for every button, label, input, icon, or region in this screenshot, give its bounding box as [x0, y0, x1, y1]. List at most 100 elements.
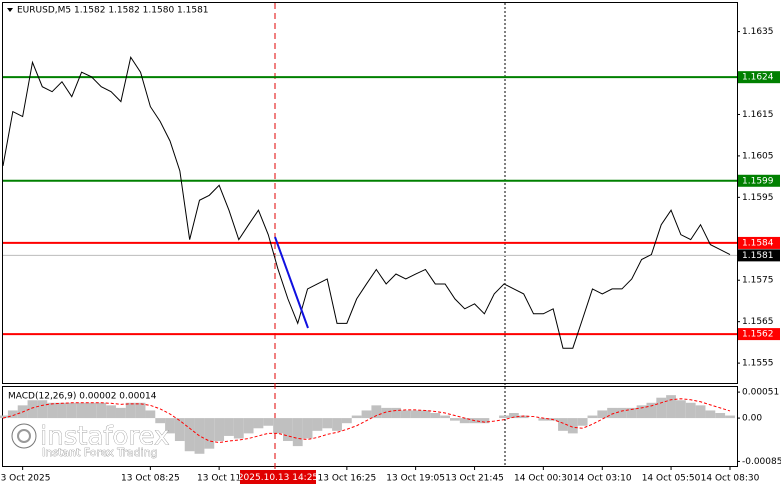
x-tick-label: 13 Oct 21:45 [445, 474, 504, 484]
level-label: 1.1624 [742, 73, 774, 83]
level-label: 1.1584 [742, 238, 774, 248]
x-tick-label: 14 Oct 05:50 [642, 474, 701, 484]
y-tick-label: 0.00 [742, 414, 762, 424]
histogram-bar [302, 418, 313, 439]
histogram-bar [675, 400, 686, 419]
histogram-bar [155, 418, 166, 424]
level-box [738, 328, 780, 341]
current-price-box [738, 249, 780, 262]
histogram-bar [685, 402, 696, 419]
histogram-bar [587, 415, 598, 419]
histogram-bar [420, 410, 431, 419]
histogram-bar [597, 410, 608, 419]
y-tick-label: 1.1565 [742, 317, 774, 327]
histogram-bar [400, 410, 411, 419]
histogram-bar [617, 407, 627, 419]
histogram-bar [47, 402, 58, 419]
macd-title: MACD(12,26,9) 0.00002 0.00014 [8, 392, 157, 402]
main-pane [2, 2, 738, 384]
histogram-bar [636, 405, 647, 419]
histogram-bar [86, 402, 97, 419]
histogram-bar [666, 395, 676, 419]
menu-arrow [7, 8, 13, 12]
logo-tagline: Instant Forex Trading [42, 446, 158, 459]
crosshair-label: 2025.10.13 14:25 [238, 473, 318, 483]
histogram-bar [508, 412, 519, 419]
y-tick-label: 1.1575 [742, 276, 774, 286]
trend-line [274, 236, 309, 329]
histogram-bar [145, 410, 156, 419]
x-tick-label: 14 Oct 00:30 [514, 474, 573, 484]
histogram-bar [194, 418, 205, 454]
histogram-bar [499, 415, 509, 419]
histogram-bar [715, 412, 726, 419]
histogram-bar [233, 418, 244, 439]
logo-icon-ring [17, 429, 31, 443]
level-box [738, 174, 780, 187]
x-tick-label: 13 Oct 08:25 [121, 474, 180, 484]
histogram-bar [204, 418, 215, 449]
logo: instaforex Instant Forex Trading [11, 421, 170, 459]
histogram-bar [253, 418, 264, 429]
x-tick-label: 13 Oct 2025 [0, 474, 50, 484]
histogram-bar [106, 405, 116, 419]
level-box [738, 71, 780, 84]
level-box [738, 236, 780, 249]
histogram-bar [440, 415, 451, 419]
histogram-bar [0, 415, 8, 419]
histogram-bar [76, 402, 87, 419]
histogram-bar [567, 418, 578, 434]
histogram-bar [341, 418, 352, 424]
histogram-bar [410, 410, 421, 419]
histogram-bar [125, 402, 136, 419]
y-tick-label: 1.1555 [742, 359, 774, 369]
histogram-bar [243, 418, 254, 434]
histogram-bar [351, 415, 362, 419]
x-tick-label: 13 Oct 19:05 [386, 474, 445, 484]
marks: 1.1635 1.1615 1.1605 1.1595 1.1575 1.1565 1.15… [0, 27, 781, 484]
histogram-bar [263, 418, 274, 426]
histogram-bar [725, 415, 735, 419]
histogram-bar [135, 402, 146, 419]
level-label: 1.1599 [742, 176, 774, 186]
y-tick-label: 1.1615 [742, 110, 774, 120]
histogram-bar [115, 407, 126, 419]
y-tick-label: 1.1635 [742, 27, 774, 37]
y-tick-label: 1.1605 [742, 151, 774, 161]
histogram-bar [37, 400, 48, 419]
histogram-bar [96, 402, 107, 419]
x-tick-label: 14 Oct 03:10 [573, 474, 632, 484]
histogram-bar [273, 418, 283, 434]
current-price-label: 1.1581 [742, 251, 774, 261]
y-tick-label: 0.00051 [742, 388, 779, 398]
histogram-bar [165, 418, 175, 434]
y-tick-label: -0.00085 [742, 457, 781, 467]
histogram-bar [27, 400, 38, 419]
histogram-bar [626, 407, 637, 419]
histogram-bar [312, 418, 323, 431]
histogram-bar [558, 418, 568, 431]
histogram-bar [577, 418, 588, 426]
histogram-bar [224, 418, 234, 436]
histogram-bar [656, 397, 667, 419]
histogram-bar [705, 410, 716, 419]
macd-pane [2, 386, 738, 467]
histogram-bar [184, 418, 195, 452]
crosshair-box [240, 470, 316, 484]
histogram-bar [381, 407, 392, 419]
x-tick-label: 13 Oct 16:25 [318, 474, 377, 484]
x-tick-label: 14 Oct 08:30 [701, 474, 760, 484]
histogram-bar [459, 418, 470, 424]
histogram-bar [518, 415, 529, 419]
price-line [2, 56, 731, 349]
logo-icon [11, 423, 37, 449]
signal-line [2, 398, 731, 444]
histogram-bar [7, 410, 18, 419]
x-tick-label: 13 Oct 11 [197, 474, 241, 484]
logo-name: instaforex [40, 422, 169, 452]
histogram-bar [538, 418, 549, 421]
histogram-bar [371, 405, 382, 419]
histogram-bar [361, 410, 372, 419]
histogram-bar [607, 407, 618, 419]
